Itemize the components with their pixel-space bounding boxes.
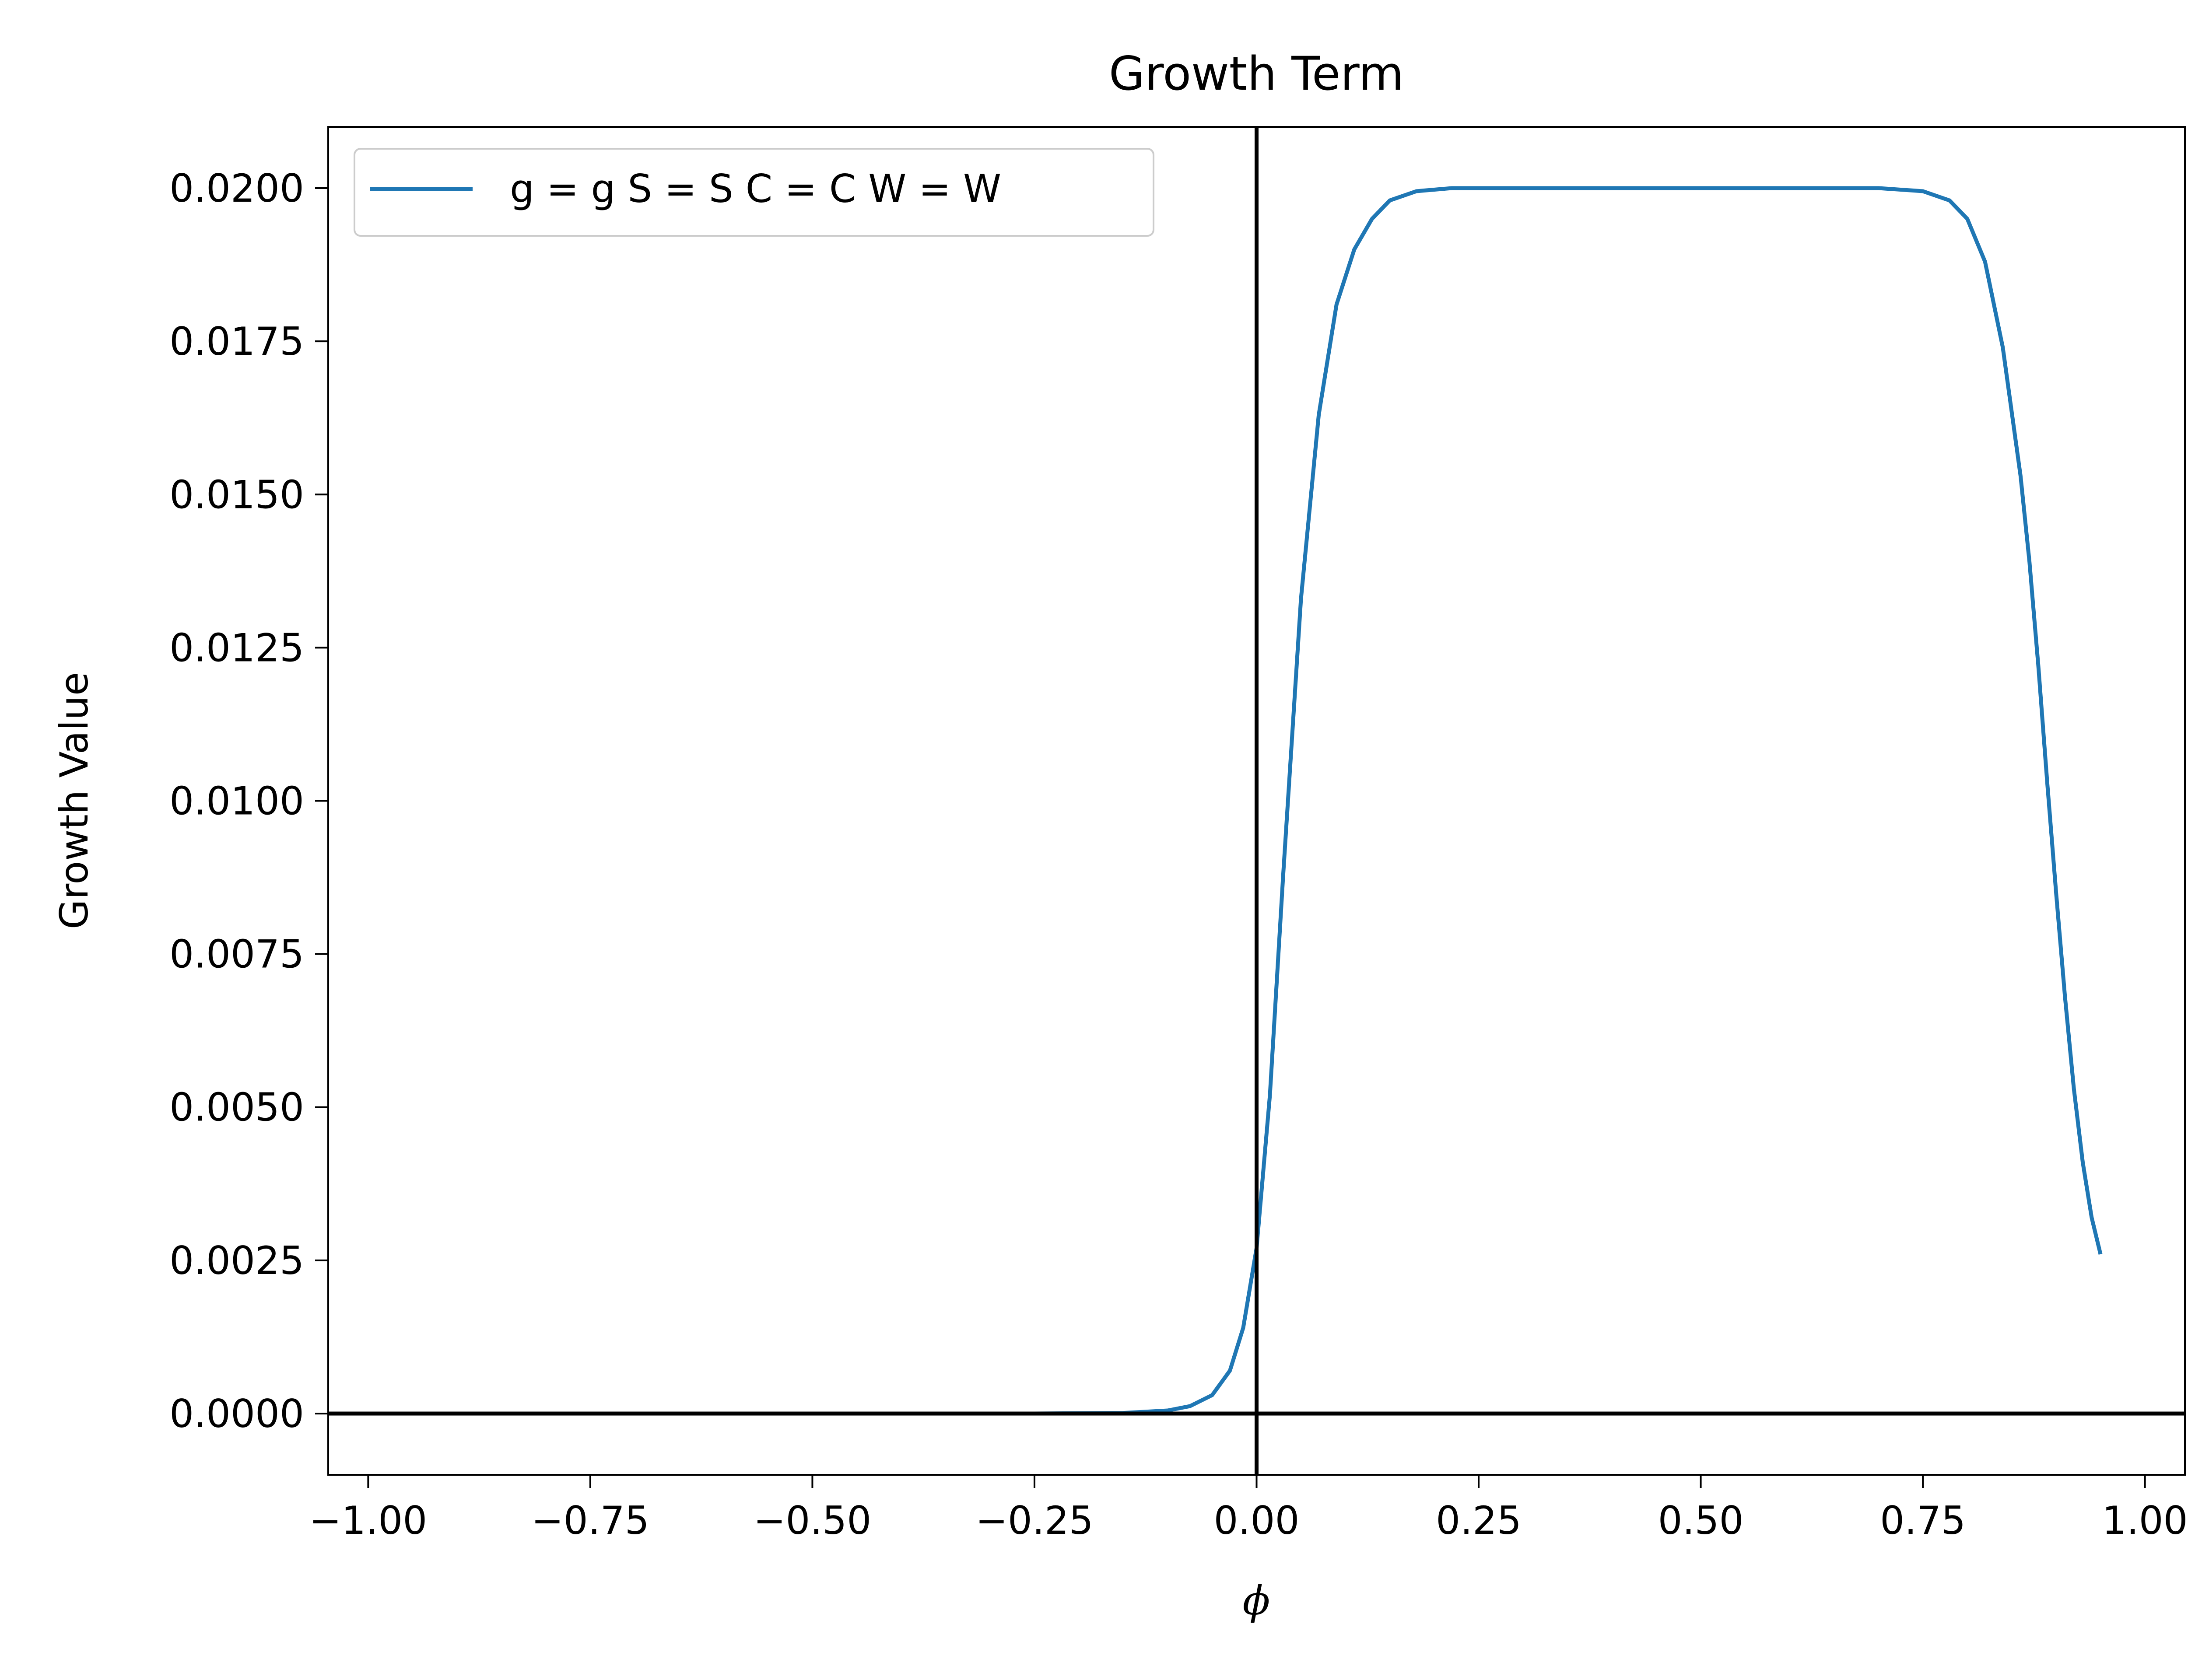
x-axis-ticks: −1.00 −0.75 −0.50 −0.25 0.00 0.25 0.50 0.75 1.00 [309,1475,2188,1543]
y-tick-label: 0.0075 [169,932,304,977]
x-tick-label: 0.00 [1214,1498,1300,1543]
y-axis-label: Growth Value [52,672,97,929]
x-tick-label: −0.25 [975,1498,1094,1543]
chart-title: Growth Term [1109,47,1404,101]
x-tick-label: −0.50 [754,1498,872,1543]
x-tick-label: 0.25 [1436,1498,1522,1543]
y-tick-label: 0.0150 [169,472,304,517]
y-tick-label: 0.0050 [169,1085,304,1130]
series-line-0 [412,186,2103,1416]
y-tick-label: 0.0025 [169,1238,304,1283]
x-tick-label: −0.75 [531,1498,649,1543]
legend: g = g S = S C = C W = W [354,148,1154,237]
x-tick-label: 0.50 [1658,1498,1744,1543]
y-tick-label: 0.0000 [169,1391,304,1436]
series-layer [412,186,2103,1416]
y-axis-ticks: 0.0000 0.0025 0.0050 0.0075 0.0100 0.0125 0.01… [169,166,328,1436]
x-tick-label: 1.00 [2102,1498,2188,1543]
x-tick-label: −1.00 [309,1498,428,1543]
y-tick-label: 0.0100 [169,779,304,824]
legend-entry-label: g = g S = S C = C W = W [510,166,1001,211]
y-tick-label: 0.0200 [169,166,304,211]
x-tick-label: 0.75 [1880,1498,1966,1543]
x-axis-label: ϕ [1243,1577,1270,1624]
y-tick-label: 0.0125 [169,625,304,670]
legend-frame [354,148,1154,237]
reference-lines [328,127,2185,1475]
y-tick-label: 0.0175 [169,319,304,364]
